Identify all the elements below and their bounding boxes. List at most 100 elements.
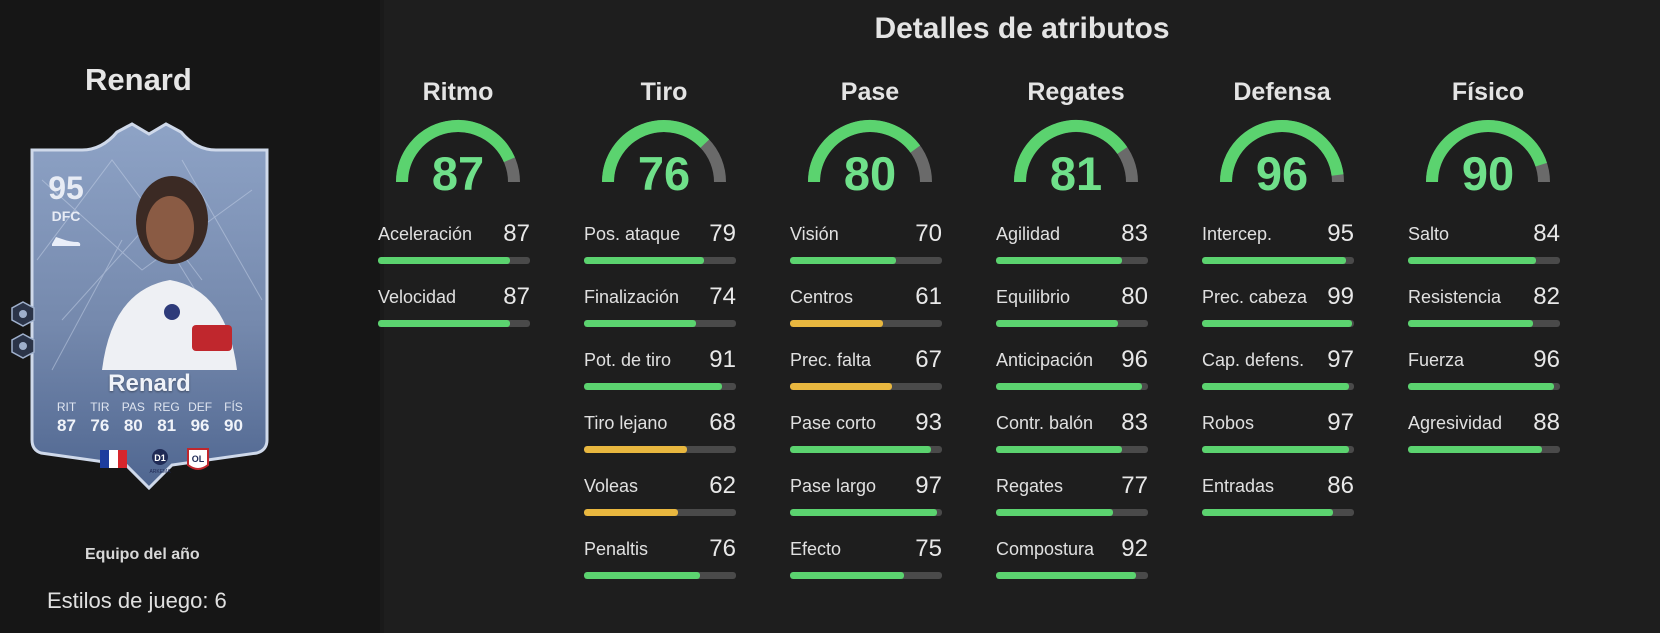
attribute-value: 88	[1533, 409, 1560, 436]
attribute-row[interactable]: Velocidad 87	[378, 283, 538, 337]
attribute-bar	[1202, 446, 1354, 453]
attribute-row[interactable]: Compostura 92	[996, 535, 1156, 589]
card-stat-label: REG	[153, 400, 180, 414]
attribute-bar-fill	[378, 257, 511, 264]
attribute-bar-fill	[996, 383, 1142, 390]
attribute-name: Voleas	[584, 476, 639, 496]
category-name: Pase	[840, 78, 900, 106]
gauge-fill	[602, 120, 710, 183]
attribute-name: Velocidad	[378, 287, 457, 307]
attribute-bar-fill	[996, 572, 1136, 579]
card-stat-fís: FÍS 90	[217, 400, 250, 436]
attribute-row[interactable]: Tiro lejano 68	[584, 409, 744, 463]
nation-league-club-icons: D1 ARKEMA OL	[100, 448, 209, 475]
category-rating: 81	[1049, 147, 1103, 200]
attribute-bar-fill	[584, 383, 723, 390]
attribute-row[interactable]: Pos. ataque 79	[584, 220, 744, 274]
attribute-bar	[996, 446, 1148, 453]
attribute-row[interactable]: Finalización 74	[584, 283, 744, 337]
attribute-bar	[790, 446, 942, 453]
attribute-bar	[996, 572, 1148, 579]
attribute-bar	[378, 320, 530, 327]
attribute-bar-fill	[1202, 446, 1350, 453]
attribute-bar	[996, 509, 1148, 516]
attribute-name: Efecto	[790, 539, 842, 559]
attribute-details-title: Detalles de atributos	[874, 12, 1170, 45]
category-rating: 87	[431, 147, 485, 200]
attribute-name: Prec. falta	[790, 350, 872, 370]
attribute-value: 76	[709, 535, 736, 562]
category-rating: 76	[637, 147, 691, 200]
attribute-value: 82	[1533, 283, 1560, 310]
attribute-bar	[790, 572, 942, 579]
player-card[interactable]: 95 DFC Renard RIT 87 TIR 76 PAS 80 REG 81 DEF 96 F…	[22, 120, 277, 490]
category-gauge-icon	[808, 120, 932, 183]
player-name-heading: Renard	[85, 62, 192, 97]
attribute-row[interactable]: Agresividad 88	[1408, 409, 1568, 463]
attribute-name: Regates	[996, 476, 1064, 496]
attribute-row[interactable]: Pot. de tiro 91	[584, 346, 744, 400]
card-stat-reg: REG 81	[150, 400, 183, 436]
attribute-row[interactable]: Entradas 86	[1202, 472, 1362, 526]
attribute-bar-fill	[790, 446, 932, 453]
attribute-bar-fill	[1408, 320, 1533, 327]
attribute-row[interactable]: Intercep. 95	[1202, 220, 1362, 274]
attribute-row[interactable]: Prec. falta 67	[790, 346, 950, 400]
attribute-row[interactable]: Salto 84	[1408, 220, 1568, 274]
attribute-row[interactable]: Centros 61	[790, 283, 950, 337]
attribute-value: 84	[1533, 220, 1560, 247]
program-label: Equipo del año	[85, 546, 200, 563]
attribute-value: 87	[503, 283, 530, 310]
attribute-row[interactable]: Contr. balón 83	[996, 409, 1156, 463]
attribute-row[interactable]: Penaltis 76	[584, 535, 744, 589]
attribute-value: 97	[915, 472, 942, 499]
attribute-value: 99	[1327, 283, 1354, 310]
card-stat-pas: PAS 80	[117, 400, 150, 436]
attribute-row[interactable]: Resistencia 82	[1408, 283, 1568, 337]
attribute-row[interactable]: Efecto 75	[790, 535, 950, 589]
attribute-bar	[1202, 383, 1354, 390]
attribute-row[interactable]: Fuerza 96	[1408, 346, 1568, 400]
card-stat-label: TIR	[90, 400, 110, 414]
attribute-bar	[378, 257, 530, 264]
card-stat-tir: TIR 76	[83, 400, 116, 436]
attribute-bar-fill	[584, 257, 705, 264]
attribute-row[interactable]: Prec. cabeza 99	[1202, 283, 1362, 337]
attribute-name: Contr. balón	[996, 413, 1094, 433]
attribute-row[interactable]: Pase largo 97	[790, 472, 950, 526]
france-flag-icon	[100, 450, 127, 468]
attribute-name: Anticipación	[996, 350, 1094, 370]
attribute-row[interactable]: Cap. defens. 97	[1202, 346, 1362, 400]
attribute-bar	[1408, 446, 1560, 453]
attribute-row[interactable]: Voleas 62	[584, 472, 744, 526]
attribute-bar	[790, 383, 942, 390]
attribute-row[interactable]: Aceleración 87	[378, 220, 538, 274]
attribute-row[interactable]: Equilibrio 80	[996, 283, 1156, 337]
attribute-bar	[996, 257, 1148, 264]
card-stat-value: 80	[123, 416, 143, 435]
attribute-value: 80	[1121, 283, 1148, 310]
category-name: Defensa	[1233, 78, 1331, 106]
attribute-row[interactable]: Visión 70	[790, 220, 950, 274]
attribute-value: 91	[709, 346, 736, 373]
attribute-bar-fill	[378, 320, 511, 327]
category-name: Físico	[1451, 78, 1525, 106]
attribute-bar	[584, 383, 736, 390]
card-player-name: Renard	[108, 370, 191, 397]
attribute-bar	[1202, 320, 1354, 327]
attribute-bar	[1408, 320, 1560, 327]
attribute-row[interactable]: Agilidad 83	[996, 220, 1156, 274]
attribute-bar-fill	[1202, 257, 1347, 264]
attribute-row[interactable]: Robos 97	[1202, 409, 1362, 463]
attribute-row[interactable]: Regates 77	[996, 472, 1156, 526]
attribute-bar	[1202, 509, 1354, 516]
attribute-value: 95	[1327, 220, 1354, 247]
attribute-bar-fill	[1202, 383, 1350, 390]
attribute-row[interactable]: Pase corto 93	[790, 409, 950, 463]
category-gauge-icon	[1220, 120, 1344, 183]
playstyle-badge-icon	[11, 301, 35, 359]
attribute-bar-fill	[790, 383, 892, 390]
playstyles-count[interactable]: Estilos de juego: 6	[47, 588, 227, 613]
card-stat-value: 87	[57, 416, 76, 435]
attribute-row[interactable]: Anticipación 96	[996, 346, 1156, 400]
